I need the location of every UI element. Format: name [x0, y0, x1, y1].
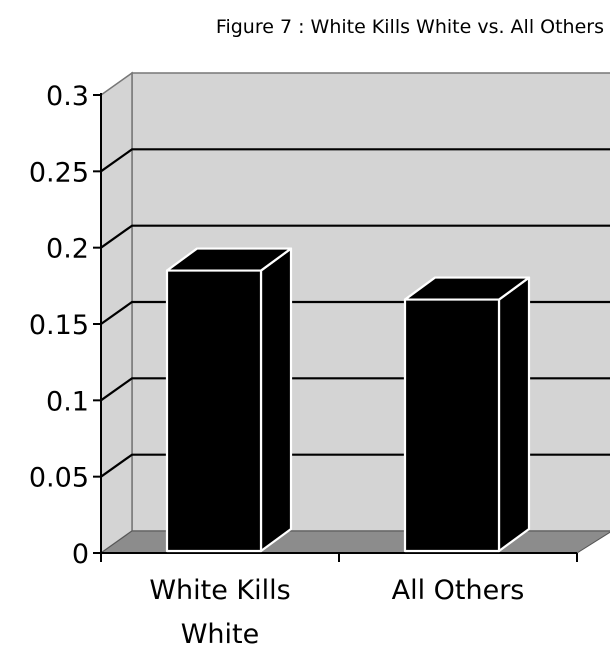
bar-front [403, 298, 501, 553]
x-category-labels: White Kills White All Others [149, 575, 524, 646]
x-category-label: White [181, 619, 260, 646]
chart-title: Figure 7 : White Kills White vs. All Oth… [215, 16, 604, 38]
bar-front [165, 269, 263, 553]
x-category-label: All Others [392, 575, 525, 606]
x-category-label: White Kills [149, 575, 290, 606]
axes [93, 93, 578, 562]
y-tick-label: 0.1 [46, 386, 89, 417]
bar [403, 276, 531, 553]
bar [165, 247, 293, 553]
gridline [100, 148, 610, 173]
y-tick-label: 0.15 [29, 310, 89, 341]
y-tick-label: 0.05 [29, 463, 89, 494]
y-tick-labels: 0 0.05 0.1 0.15 0.2 0.25 0.3 [29, 81, 89, 570]
bars [165, 247, 531, 553]
y-tick-label: 0.3 [46, 81, 89, 112]
bar-side [259, 247, 293, 553]
bar-side [497, 276, 531, 553]
y-tick-label: 0 [72, 539, 89, 570]
y-tick-label: 0.25 [29, 157, 89, 188]
gridline [100, 224, 610, 249]
y-tick-label: 0.2 [46, 234, 89, 265]
